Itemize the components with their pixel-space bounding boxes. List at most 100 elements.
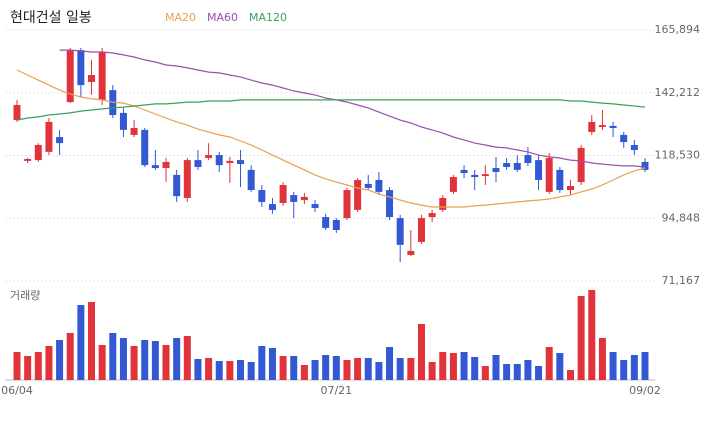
candle-body: [237, 160, 245, 165]
candle-body: [503, 163, 511, 167]
candle-body: [77, 50, 85, 86]
candle-body: [481, 174, 489, 176]
volume-bar: [503, 364, 511, 380]
candle-body: [460, 169, 468, 174]
volume-bar: [24, 356, 32, 380]
candle-body: [279, 184, 287, 204]
volume-bar: [598, 338, 606, 380]
candle-body: [226, 160, 234, 164]
candle-body: [215, 155, 223, 166]
volume-bar: [247, 362, 255, 380]
volume-bar: [375, 362, 383, 380]
volume-bar: [630, 355, 638, 380]
volume-bar: [279, 356, 287, 380]
volume-bar: [66, 333, 74, 380]
volume-bar: [119, 338, 127, 380]
candle-body: [13, 104, 21, 121]
volume-bar: [77, 305, 85, 380]
volume-bar: [492, 355, 500, 380]
y-tick-label: 71,167: [662, 274, 701, 287]
volume-bar: [151, 341, 159, 380]
ma-line: [16, 69, 646, 208]
candle-body: [386, 190, 394, 218]
volume-bar: [109, 333, 117, 380]
volume-bar: [13, 352, 21, 380]
volume-bar: [141, 340, 149, 380]
candle-body: [56, 137, 64, 144]
candle-body: [300, 196, 308, 201]
candle-body: [396, 218, 404, 245]
candle-body: [535, 160, 543, 180]
volume-bar: [460, 352, 468, 380]
y-tick-label: 165,894: [655, 23, 701, 36]
volume-bar: [56, 340, 64, 380]
volume-bar: [226, 361, 234, 380]
x-tick-label: 06/04: [1, 384, 33, 397]
candle-body: [630, 144, 638, 151]
candle-body: [556, 169, 564, 191]
candle-body: [492, 168, 500, 173]
legend-entry: MA20: [165, 11, 196, 24]
candle-body: [24, 159, 32, 161]
candle-body: [609, 125, 617, 129]
volume-bar: [130, 346, 138, 380]
candle-body: [322, 217, 330, 228]
volume-bar: [481, 366, 489, 380]
volume-bar: [45, 346, 53, 380]
volume-bar: [556, 353, 564, 380]
volume-bar: [439, 352, 447, 380]
candle-body: [34, 144, 42, 161]
volume-bar: [417, 324, 425, 380]
volume-bar: [641, 352, 649, 380]
candle-body: [407, 250, 415, 255]
y-tick-label: 118,530: [655, 149, 701, 162]
volume-bar: [471, 357, 479, 380]
candle-body: [354, 179, 362, 210]
volume-bar: [162, 345, 170, 380]
volume-bar: [545, 347, 553, 380]
volume-bar: [290, 356, 298, 380]
candle-body: [98, 51, 106, 100]
volume-bar: [407, 358, 415, 380]
candle-body: [194, 160, 202, 167]
volume-bar: [88, 302, 96, 380]
candle-body: [290, 195, 298, 202]
candle-body: [364, 183, 372, 188]
volume-bar: [343, 360, 351, 380]
candle-body: [332, 219, 340, 231]
volume-bar: [237, 360, 245, 380]
volume-bar: [34, 352, 42, 380]
volume-bar: [258, 346, 266, 380]
volume-bar: [354, 358, 362, 380]
volume-bar: [609, 352, 617, 380]
candle-body: [173, 174, 181, 197]
candle-body: [545, 157, 553, 192]
candle-body: [141, 129, 149, 166]
candle-body: [598, 125, 606, 127]
volume-bar: [194, 359, 202, 380]
candle-body: [577, 147, 585, 183]
candle-body: [151, 165, 159, 169]
candle-body: [247, 169, 255, 191]
candle-body: [268, 204, 276, 210]
x-tick-label: 07/21: [320, 384, 352, 397]
candle-body: [449, 177, 457, 192]
chart-title: 현대건설 일봉: [10, 10, 92, 26]
candle-body: [417, 218, 425, 242]
y-tick-label: 142,212: [655, 86, 701, 99]
volume-bar: [332, 356, 340, 380]
candle-body: [471, 174, 479, 178]
volume-bar: [300, 365, 308, 380]
y-tick-label: 94,848: [662, 211, 701, 224]
candle-body: [375, 179, 383, 192]
volume-bar: [205, 358, 213, 380]
candle-body: [205, 155, 213, 158]
candle-body: [66, 50, 74, 103]
volume-bar: [98, 345, 106, 380]
volume-bar: [588, 290, 596, 380]
volume-bar: [322, 355, 330, 380]
candle-body: [88, 75, 96, 82]
candle-body: [162, 161, 170, 169]
volume-bar: [386, 347, 394, 380]
